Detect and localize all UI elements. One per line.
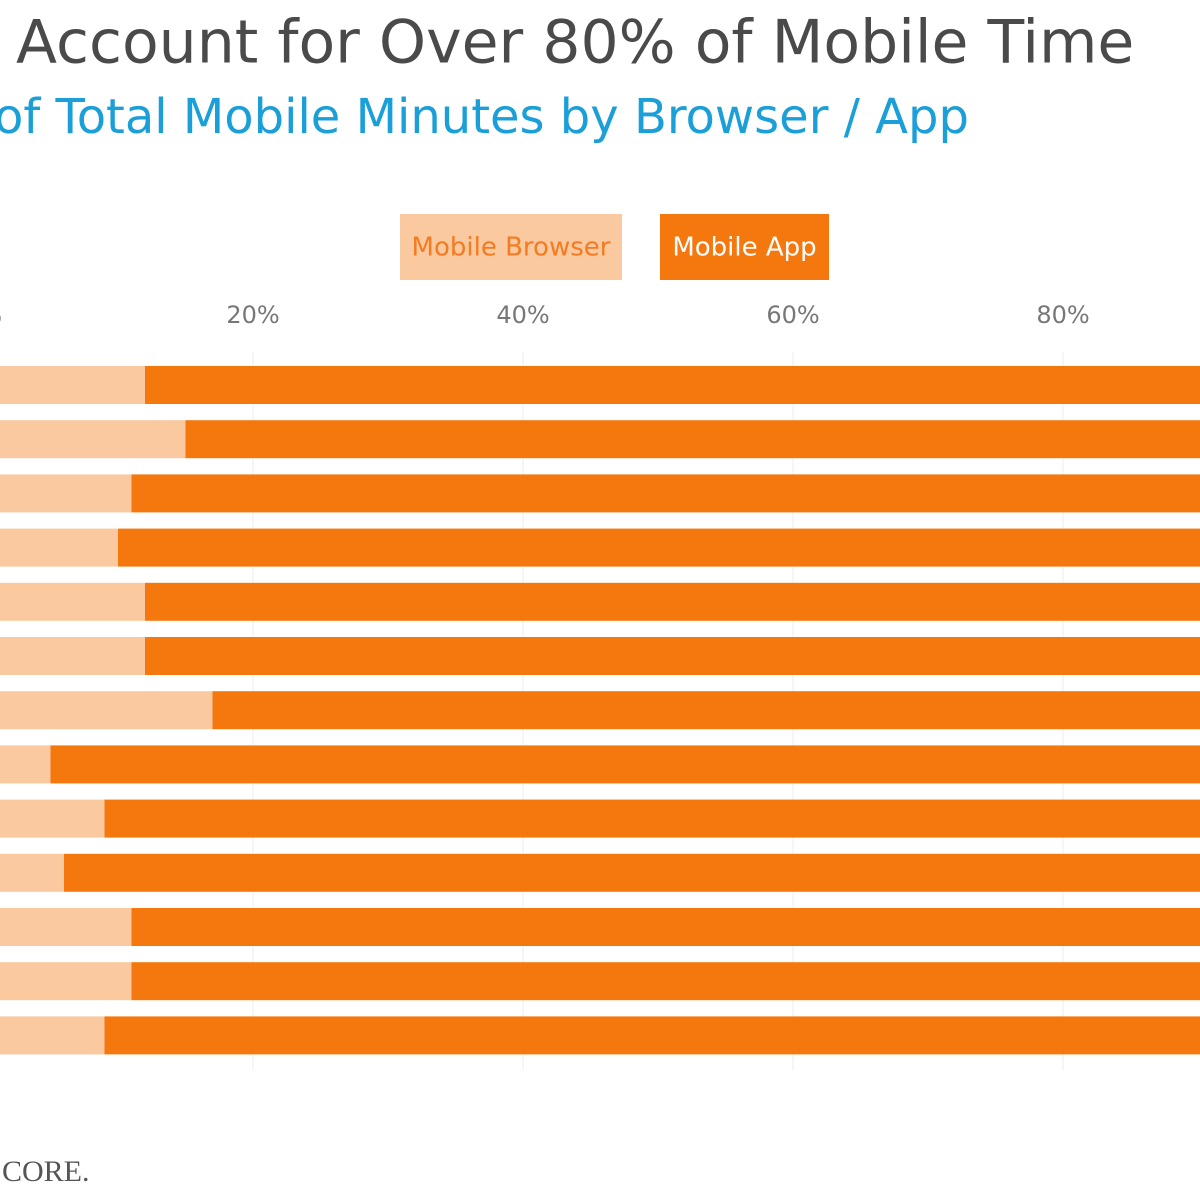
x-tick-label: 0% [0,301,2,329]
legend-swatch [660,214,829,280]
bar-segment [0,637,145,675]
x-tick-label: 80% [1036,301,1089,329]
legend-label: Mobile Browser [412,233,611,263]
bar-segment [0,962,132,1001]
bar-segment [0,420,186,459]
bar-segment [64,853,1200,892]
x-tick-label: 20% [226,301,279,329]
legend-swatch [400,214,622,280]
bar-segment [0,366,145,404]
bar-segment [50,745,1200,784]
bar-segment [118,528,1200,567]
bar-segment [185,420,1200,459]
bar-segment [0,908,132,946]
bar-segment [145,366,1200,404]
chart-subtitle: of Total Mobile Minutes by Browser / App [0,89,969,145]
bar-segment [212,691,1200,730]
bar-segment [0,745,51,784]
bar-segment [0,1016,105,1055]
chart-title: Account for Over 80% of Mobile Time [16,8,1134,78]
bar-segment [0,528,118,567]
legend-label: Mobile App [672,233,816,263]
bar-segment [0,799,105,838]
source: CORE. [2,1155,90,1188]
x-tick-label: 40% [496,301,549,329]
bar-segment [131,908,1200,946]
bar-segment [145,637,1200,675]
bar-segment [131,962,1200,1001]
bar-segment [0,853,64,892]
bar-segment [0,474,132,513]
bar-segment [104,1016,1200,1055]
bar-segment [131,474,1200,513]
bar-segment [104,799,1200,838]
bar-segment [0,691,213,730]
bar-segment [145,582,1200,621]
bar-segment [0,582,145,621]
x-tick-label: 60% [766,301,819,329]
